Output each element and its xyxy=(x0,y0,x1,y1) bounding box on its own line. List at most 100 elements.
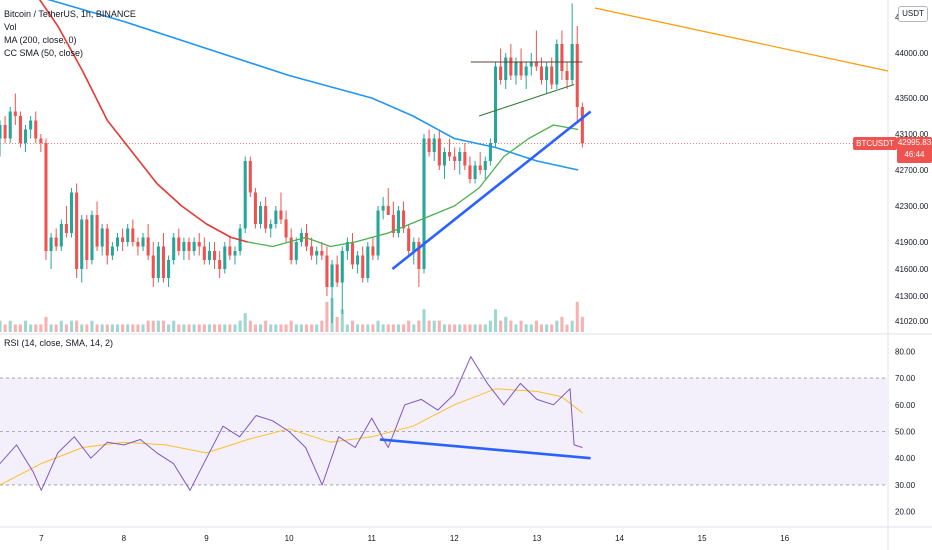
ma-red-line xyxy=(38,0,249,243)
volume-bar xyxy=(274,324,278,332)
time-tick-label: 16 xyxy=(780,534,789,543)
volume-bar xyxy=(570,320,574,332)
volume-bar xyxy=(284,324,288,332)
volume-bar xyxy=(233,324,237,332)
time-tick-label: 12 xyxy=(450,534,459,543)
volume-bar xyxy=(320,320,324,332)
volume-bar xyxy=(8,320,12,332)
candle-body xyxy=(141,237,145,247)
triangle-bottom-line xyxy=(478,84,575,117)
volume-bar xyxy=(499,320,503,332)
candle-body xyxy=(488,143,492,161)
volume-bar xyxy=(156,320,160,332)
volume-bar xyxy=(59,320,63,332)
candle-body xyxy=(253,192,257,224)
candle-body xyxy=(75,192,79,269)
candle-body xyxy=(539,66,544,80)
rsi-trendline xyxy=(379,438,591,460)
volume-bar xyxy=(519,320,523,332)
price-tick-label: 41020.00 xyxy=(895,317,929,326)
volume-bar xyxy=(371,324,375,332)
symbol-price-tag: BTCUSDT xyxy=(853,137,897,150)
volume-bar xyxy=(412,324,416,332)
price-tick-label: 42300.00 xyxy=(895,202,929,211)
candle-body xyxy=(453,156,457,161)
volume-bar xyxy=(75,320,79,332)
volume-bar xyxy=(197,324,201,332)
candle-body xyxy=(396,210,400,233)
candle-body xyxy=(356,255,360,265)
candle-body xyxy=(509,57,513,76)
rsi-tick-label: 60.00 xyxy=(895,401,916,410)
volume-bar xyxy=(478,324,482,332)
candle-body xyxy=(325,255,329,287)
volume-bar xyxy=(437,320,441,332)
volume-bar xyxy=(458,324,462,332)
volume-bar xyxy=(289,320,293,332)
candle-body xyxy=(412,242,416,251)
candle-body xyxy=(192,242,196,251)
time-tick-label: 10 xyxy=(285,534,294,543)
candle-body xyxy=(39,138,43,143)
volume-bar xyxy=(95,324,99,332)
candle-body xyxy=(151,255,155,278)
volume-bar xyxy=(488,320,492,332)
currency-badge[interactable]: USDT xyxy=(898,6,928,22)
sma50-legend: CC SMA (50, close) xyxy=(4,48,84,58)
candle-body xyxy=(330,264,334,287)
volume-bar xyxy=(187,324,191,332)
candle-body xyxy=(361,255,365,278)
volume-bar xyxy=(386,324,390,332)
candle-body xyxy=(289,237,293,260)
candle-body xyxy=(172,237,176,260)
candle-body xyxy=(437,138,441,166)
rsi-tick-label: 30.00 xyxy=(895,481,916,490)
candle-body xyxy=(136,242,140,247)
volume-bar xyxy=(18,324,22,332)
candle-body xyxy=(427,138,431,152)
candle-body xyxy=(534,62,538,67)
volume-bar xyxy=(493,309,498,332)
price-tick-label: 43100.00 xyxy=(895,130,929,139)
candle-body xyxy=(80,219,84,269)
volume-bar xyxy=(550,324,554,332)
volume-bar xyxy=(13,324,17,332)
candle-body xyxy=(402,210,406,229)
candle-body xyxy=(565,71,569,80)
volume-bar xyxy=(340,309,344,332)
volume-bar xyxy=(483,324,487,332)
candle-body xyxy=(463,152,467,166)
volume-bar xyxy=(545,324,549,332)
candle-body xyxy=(105,228,109,256)
volume-bar xyxy=(555,320,559,332)
candle-body xyxy=(100,228,104,247)
volume-bar xyxy=(539,324,544,332)
price-tick-label: 41900.00 xyxy=(895,238,929,247)
last-price: 42995.83 xyxy=(897,138,932,147)
candle-body xyxy=(366,246,370,278)
bar-countdown: 46:44 xyxy=(904,150,925,159)
volume-bar xyxy=(529,324,533,332)
candle-body xyxy=(24,129,28,143)
candle-body xyxy=(18,116,22,143)
candle-body xyxy=(223,246,227,269)
candle-body xyxy=(284,219,288,238)
candle-body xyxy=(299,233,303,242)
volume-bar xyxy=(432,320,436,332)
candle-body xyxy=(448,152,452,157)
volume-bar xyxy=(131,324,135,332)
candle-body xyxy=(54,237,58,247)
candle-body xyxy=(550,66,554,85)
candle-body xyxy=(422,138,426,269)
candle-body xyxy=(146,237,150,256)
candle-body xyxy=(8,111,12,139)
volume-bar xyxy=(345,324,349,332)
chart-legend: Bitcoin / TetherUS, 1h, BINANCE Vol MA (… xyxy=(4,8,136,60)
candle-body xyxy=(381,206,385,211)
volume-bar xyxy=(54,324,58,332)
volume-bar xyxy=(115,324,120,332)
volume-bar xyxy=(161,320,166,332)
volume-bar xyxy=(24,320,28,332)
volume-bar xyxy=(146,320,150,332)
